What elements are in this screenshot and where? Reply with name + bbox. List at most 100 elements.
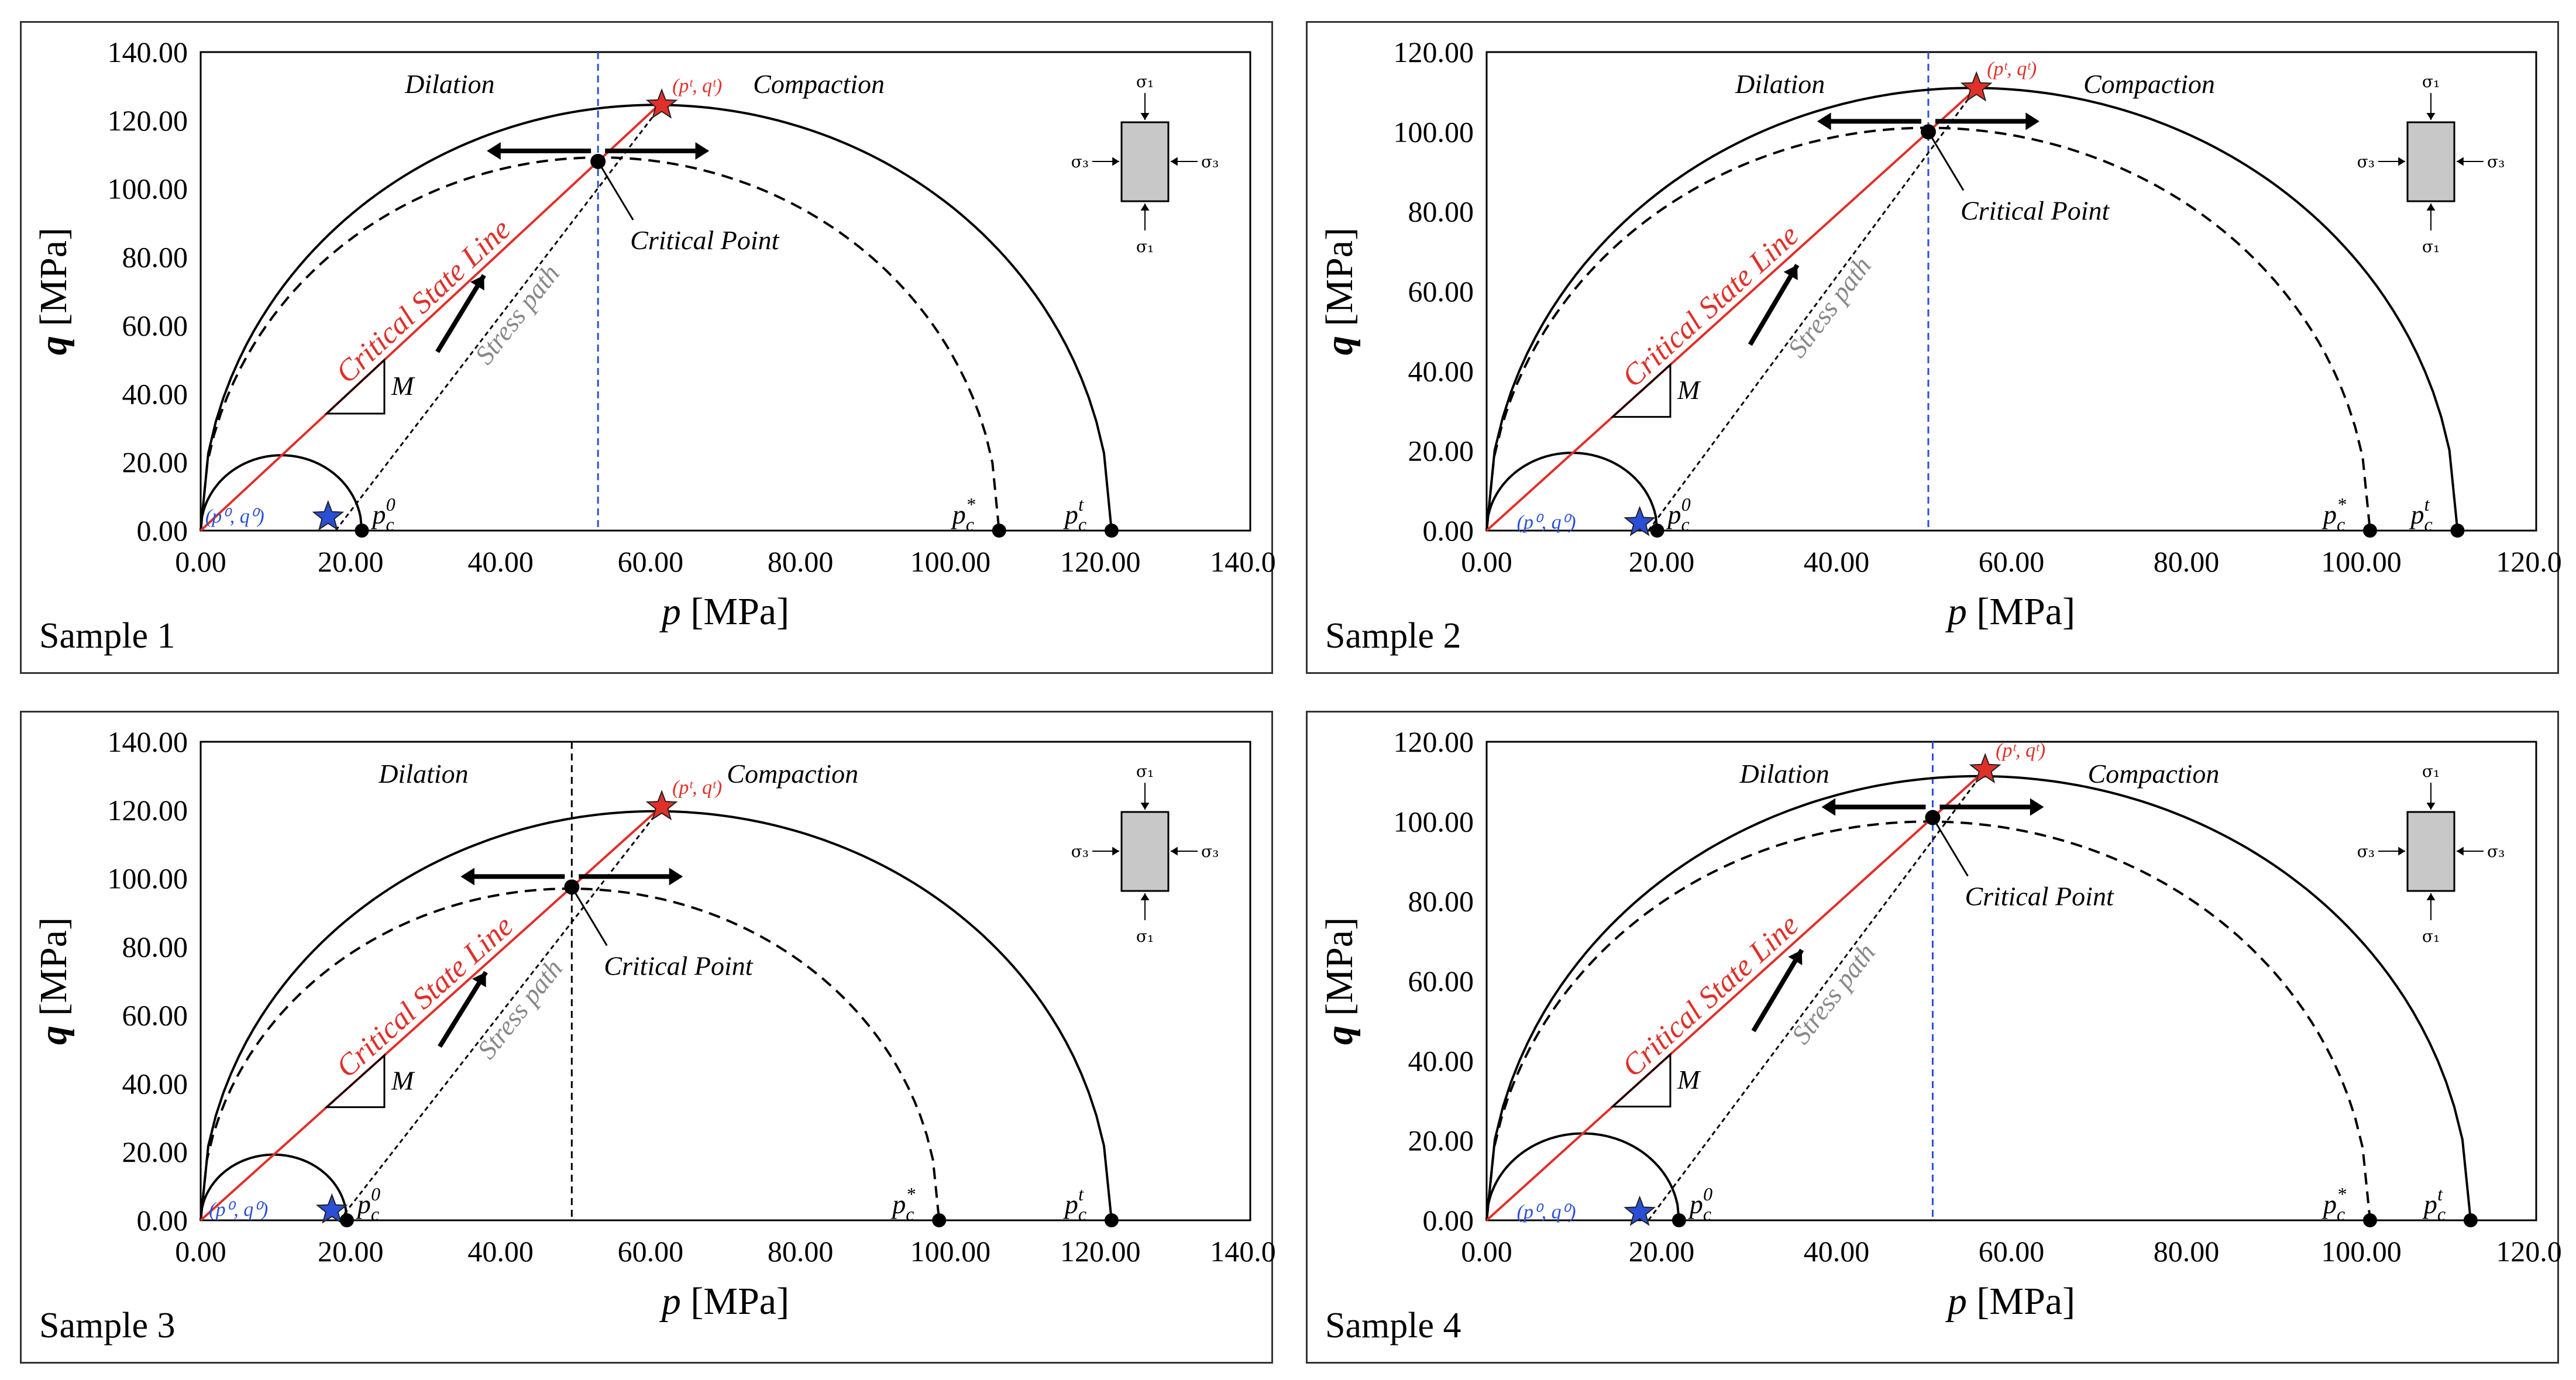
stress-path-arrow	[438, 971, 488, 1048]
dilation-arrowhead	[1821, 798, 1836, 816]
critical-yield-surface	[200, 887, 941, 1221]
initial-point-star	[315, 1193, 348, 1224]
sigma1-top-arrowhead	[1140, 113, 1150, 120]
x-tick-label: 20.00	[318, 1235, 384, 1268]
chart-panel-sample-3: 0.00 20.00 40.00 60.00 80.00 100.00 120.00 140.…	[20, 711, 1275, 1364]
y-tick-label: 0.00	[137, 1204, 188, 1237]
slope-label: M	[391, 371, 415, 401]
y-tick-label: 120.00	[108, 104, 188, 137]
x-tick-label: 0.00	[1461, 1235, 1512, 1268]
dilation-label: Dilation	[1739, 759, 1829, 789]
initial-point-label: (p⁰, q⁰)	[205, 506, 264, 528]
x-tick-label: 80.00	[2154, 545, 2220, 578]
x-tick-label: 80.00	[2154, 1235, 2220, 1268]
sigma3-right-label: σ₃	[2487, 842, 2505, 861]
slope-triangle	[324, 1053, 386, 1109]
final-point-label: (pᵗ, qᵗ)	[1987, 58, 2037, 80]
stress-path-arrowhead	[472, 972, 486, 987]
compaction-arrowhead	[669, 868, 683, 886]
final-yield-surface	[1485, 87, 2459, 531]
compaction-label: Compaction	[2083, 69, 2215, 99]
x-axis-title: p [MPa]	[1945, 590, 2075, 633]
sigma1-top-arrowhead	[2426, 113, 2436, 120]
pc0-label: pc0	[371, 494, 395, 535]
y-tick-label: 80.00	[1408, 885, 1474, 918]
compaction-arrowhead	[2025, 112, 2040, 130]
stress-path-arrow	[435, 274, 486, 353]
y-tick-label: 100.00	[108, 862, 188, 895]
pct-marker	[2463, 1213, 2478, 1227]
critical-point-marker	[1925, 810, 1941, 825]
critical-point-label: Critical Point	[1961, 195, 2110, 225]
compaction-label: Compaction	[2087, 759, 2219, 789]
stress-path-line	[1648, 87, 1977, 531]
critical-state-line	[1485, 769, 1986, 1221]
y-axis-title: q [MPa]	[32, 228, 75, 355]
critical-state-line	[200, 101, 663, 532]
sigma3-right-arrowhead	[1171, 157, 1178, 166]
stress-path-arrow	[1751, 948, 1804, 1033]
y-tick-label: 60.00	[1408, 275, 1474, 308]
x-tick-label: 80.00	[768, 545, 834, 578]
sample-inset-box	[1120, 121, 1170, 202]
critical-point-label: Critical Point	[604, 951, 754, 980]
stress-path-label: Stress path	[472, 954, 568, 1064]
sigma1-bottom-label: σ₁	[1136, 927, 1154, 946]
dilation-arrowhead	[460, 868, 474, 886]
final-point-star	[645, 790, 678, 821]
pc_star-marker	[2362, 524, 2377, 538]
stress-path-arrowhead	[1783, 265, 1798, 280]
y-tick-label: 140.00	[108, 725, 188, 758]
x-tick-label: 0.00	[175, 545, 226, 578]
plot-frame	[1485, 741, 2537, 1221]
final-point-label: (pᵗ, qᵗ)	[1996, 740, 2045, 762]
y-tick-label: 0.00	[1423, 1204, 1474, 1237]
pct-label: pct	[2409, 494, 2432, 535]
sample-inset-box	[2406, 121, 2455, 202]
final-point-star	[645, 88, 678, 119]
sigma3-right-arrowhead	[2457, 846, 2464, 856]
chart-svg-sample-4: 0.00 20.00 40.00 60.00 80.00 100.00 120.00 0.00…	[1318, 725, 2561, 1345]
chart-panel-sample-2: 0.00 20.00 40.00 60.00 80.00 100.00 120.00 0.00…	[1306, 21, 2561, 674]
critical-yield-surface	[1485, 126, 2371, 531]
sigma1-bottom-label: σ₁	[1136, 237, 1154, 256]
chart-svg-sample-2: 0.00 20.00 40.00 60.00 80.00 100.00 120.00 0.00…	[1318, 36, 2561, 656]
x-tick-label: 60.00	[1979, 1235, 2045, 1268]
x-axis-title: p [MPa]	[659, 1280, 789, 1323]
chart-svg-sample-3: 0.00 20.00 40.00 60.00 80.00 100.00 120.00 140.…	[32, 725, 1275, 1345]
y-tick-label: 60.00	[122, 309, 188, 342]
sigma1-bottom-arrowhead	[1140, 893, 1150, 900]
final-yield-surface	[1485, 775, 2472, 1221]
sigma1-top-label: σ₁	[2422, 72, 2440, 91]
sigma3-left-arrowhead	[2398, 157, 2405, 166]
sample-inset-box	[2406, 811, 2455, 892]
y-tick-label: 20.00	[122, 446, 188, 479]
dilation-label: Dilation	[378, 759, 468, 789]
critical-yield-surface	[200, 156, 1000, 531]
final-yield-surface	[200, 810, 1113, 1221]
x-tick-label: 20.00	[318, 545, 384, 578]
slope-triangle	[1610, 1052, 1672, 1108]
initial-point-label: (p⁰, q⁰)	[1517, 1201, 1576, 1223]
x-tick-label: 100.00	[910, 545, 991, 578]
x-tick-label: 40.00	[1804, 545, 1870, 578]
initial-point-label: (p⁰, q⁰)	[209, 1199, 268, 1220]
sigma3-left-arrowhead	[1112, 846, 1119, 856]
dilation-arrowhead	[487, 142, 501, 160]
pc0-label: pc0	[1688, 1183, 1712, 1224]
pc0-label: pc0	[1666, 494, 1691, 535]
y-tick-label: 20.00	[1408, 1124, 1474, 1157]
stress-path-arrowhead	[470, 275, 484, 291]
y-tick-label: 0.00	[137, 514, 188, 547]
y-tick-label: 100.00	[108, 173, 188, 205]
y-tick-label: 80.00	[122, 931, 188, 963]
sigma1-top-label: σ₁	[1136, 762, 1154, 781]
slope-triangle	[1610, 363, 1672, 418]
sigma1-top-label: σ₁	[1136, 72, 1154, 91]
y-tick-label: 100.00	[1394, 115, 1474, 148]
pc_star-marker	[2362, 1213, 2377, 1227]
x-axis-title: p [MPa]	[1945, 1280, 2075, 1323]
critical-point-leader	[575, 892, 608, 947]
slope-label: M	[1677, 1065, 1701, 1095]
sigma1-bottom-label: σ₁	[2422, 927, 2440, 946]
